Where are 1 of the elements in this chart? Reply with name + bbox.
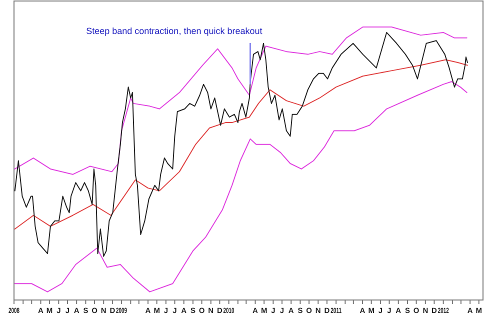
annotation: Steep band contraction, then quick breakout [86,26,263,36]
